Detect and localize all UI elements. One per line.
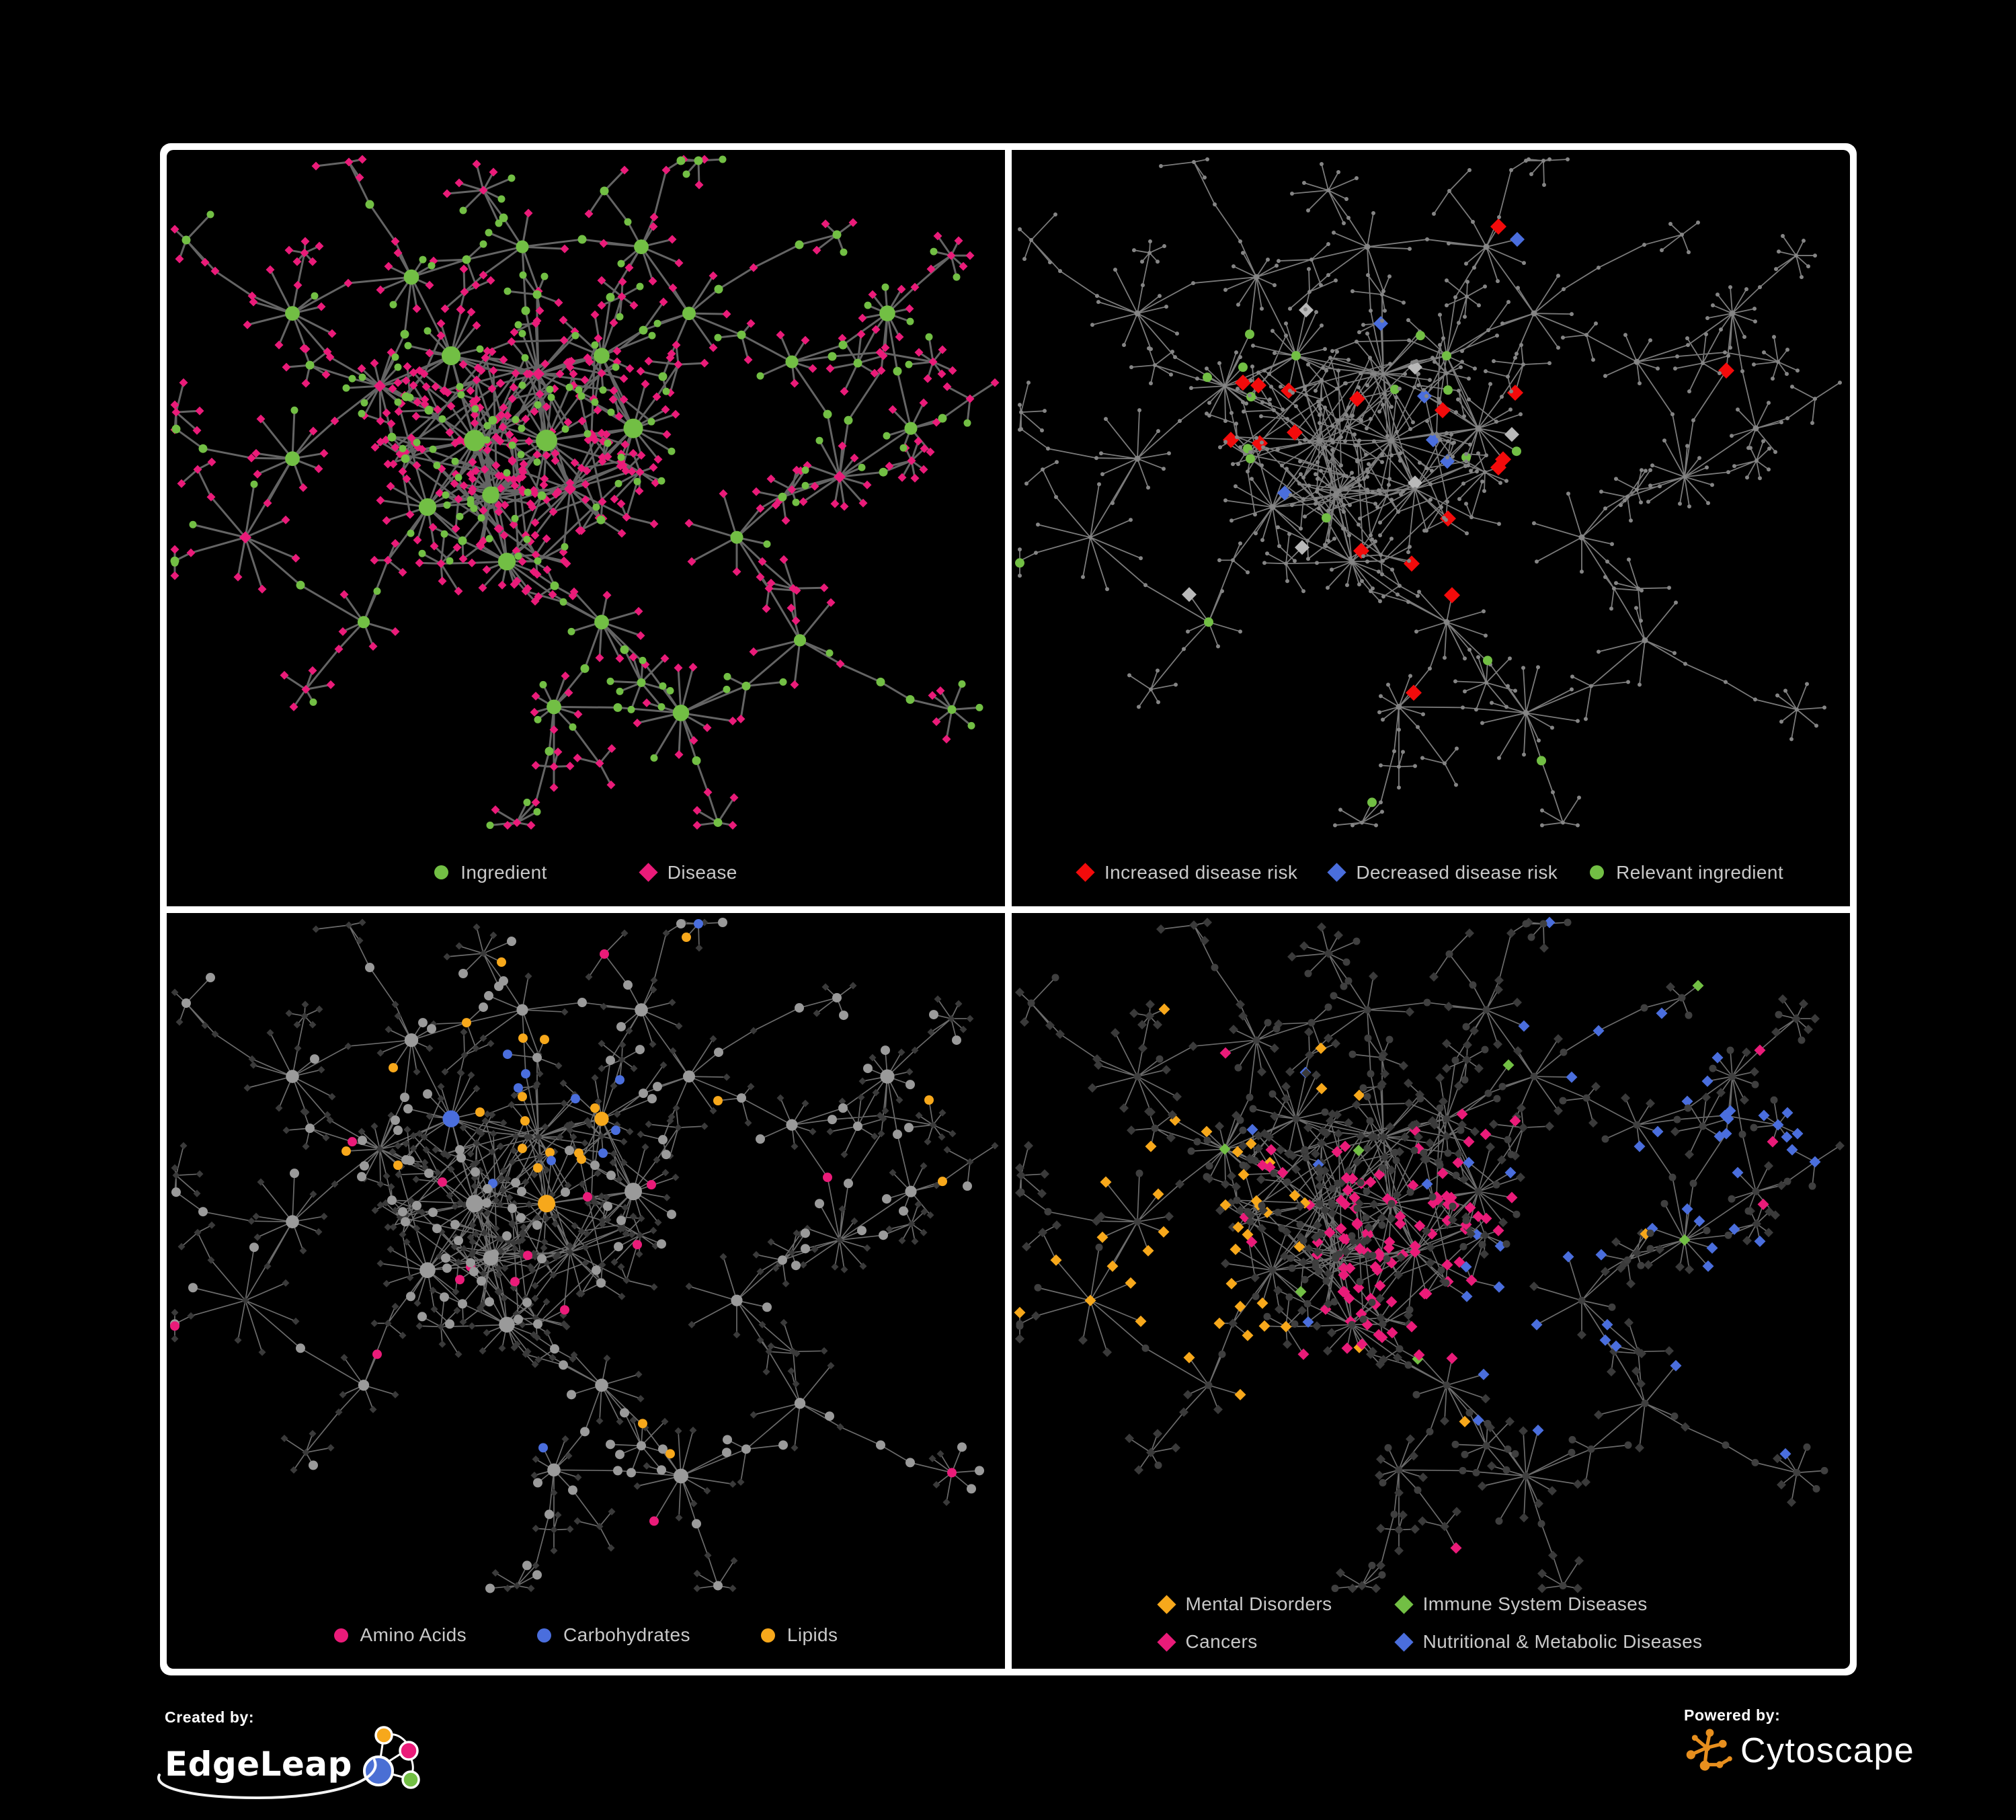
legend-item-increased-risk: Increased disease risk [1076,861,1298,883]
cytoscape-wordmark: Cytoscape [1740,1731,1915,1770]
legend-item-carbohydrates: Carbohydrates [537,1624,690,1646]
disease-diamond-icon [639,863,658,882]
legend-label: Relevant ingredient [1616,861,1784,883]
legend-label: Ingredient [460,861,547,883]
legend-item-decreased-risk: Decreased disease risk [1327,861,1558,883]
legend-label: Increased disease risk [1104,861,1298,883]
legend-label: Carbohydrates [563,1624,690,1645]
legend-label: Nutritional & Metabolic Diseases [1422,1631,1703,1652]
legend-label: Decreased disease risk [1356,861,1558,883]
network-canvas-nutrient-classes [170,917,999,1593]
carbohydrates-circle-icon [537,1628,552,1643]
cancers-diamond-icon [1156,1632,1176,1652]
mental-disorders-diamond-icon [1156,1594,1176,1614]
panel-disease-classes: Mental Disorders Immune System Diseases … [1012,912,1850,1669]
edgeleap-branding: Created by: EdgeLeap [157,1708,430,1800]
legend-item-lipids: Lipids [760,1624,838,1646]
network-canvas-disease-classes [1014,916,1845,1593]
decreased-risk-diamond-icon [1327,863,1346,882]
panel-nutrient-classes: Amino Acids Carbohydrates Lipids [167,912,1005,1669]
edgeleap-wordmark: EdgeLeap [165,1745,352,1784]
legend-label: Immune System Diseases [1422,1593,1648,1614]
legend-label: Disease [667,861,737,883]
legend-disease-risk: Increased disease risk Decreased disease… [1012,862,1850,883]
four-panel-figure: Ingredient Disease Increased disease ris… [160,143,1857,1675]
legend-item-ingredient: Ingredient [434,862,547,883]
legend-item-disease: Disease [639,861,737,883]
legend-item-cancers: Cancers [1156,1631,1258,1653]
legend-item-nutritional-metabolic: Nutritional & Metabolic Diseases [1394,1631,1703,1653]
legend-item-immune-diseases: Immune System Diseases [1394,1593,1648,1615]
relevant-ingredient-circle-icon [1590,865,1605,879]
panel-disease-risk: Increased disease risk Decreased disease… [1012,150,1850,906]
legend-label: Cancers [1185,1631,1258,1652]
legend-ingredient-disease: Ingredient Disease [167,862,1005,883]
legend-label: Mental Disorders [1185,1593,1332,1614]
cytoscape-logo-icon [1686,1729,1732,1771]
ingredient-circle-icon [434,865,449,879]
increased-risk-diamond-icon [1076,863,1095,882]
legend-item-relevant-ingredient: Relevant ingredient [1590,862,1783,883]
legend-nutrient-classes: Amino Acids Carbohydrates Lipids [167,1624,1005,1646]
amino-acids-circle-icon [333,1628,348,1643]
nutritional-metabolic-diamond-icon [1394,1632,1414,1652]
created-by-label: Created by: [165,1708,255,1726]
powered-by-label: Powered by: [1684,1706,1781,1724]
legend-label: Amino Acids [360,1624,467,1645]
network-canvas-disease-risk [1015,157,1842,828]
cytoscape-branding: Powered by: Cytoscape [1684,1706,1914,1776]
network-canvas-ingredient-disease [170,155,1000,830]
lipids-circle-icon [760,1628,775,1643]
edgeleap-logo-icon [362,1726,420,1789]
panel-ingredient-disease: Ingredient Disease [167,150,1005,906]
legend-item-mental-disorders: Mental Disorders [1156,1593,1332,1615]
legend-item-amino-acids: Amino Acids [333,1624,467,1646]
legend-label: Lipids [787,1624,838,1645]
immune-diseases-diamond-icon [1394,1594,1414,1614]
legend-disease-classes: Mental Disorders Immune System Diseases … [1012,1593,1850,1653]
